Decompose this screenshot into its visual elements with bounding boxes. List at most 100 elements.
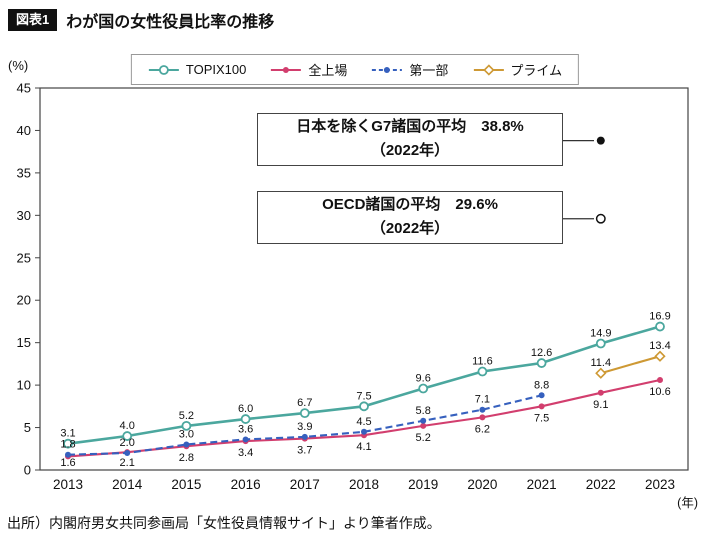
data-point-marker (595, 338, 606, 349)
y-tick-label: 5 (24, 420, 31, 435)
legend-box: TOPIX100 全上場 第一部 プライム (130, 54, 580, 85)
source-note: 出所）内閣府男女共同参画局「女性役員情報サイト」より筆者作成。 (7, 515, 441, 531)
data-label: 3.4 (238, 447, 253, 459)
legend-item-1: TOPIX100 (148, 62, 246, 77)
data-point-marker (65, 451, 71, 458)
data-point-marker (240, 414, 251, 424)
data-point-marker (420, 417, 427, 424)
annotation-oecd-line2: （2022年） (370, 220, 450, 237)
data-label: 13.4 (649, 340, 670, 352)
data-point-marker (595, 367, 607, 379)
data-point-marker (477, 366, 488, 377)
y-tick-label: 40 (17, 123, 31, 138)
data-point-marker (482, 63, 495, 76)
data-label: 5.2 (416, 432, 431, 444)
data-point-marker (359, 401, 369, 412)
data-label: 12.6 (531, 347, 552, 359)
y-axis-unit-label: (%) (8, 58, 29, 73)
data-label: 9.1 (593, 399, 608, 411)
legend-label: プライム (510, 63, 563, 78)
x-tick-label: 2017 (290, 477, 320, 492)
annotation-g7-average: 日本を除くG7諸国の平均 38.8% （2022年） (257, 113, 563, 166)
y-tick-label: 20 (17, 293, 31, 308)
y-tick-label: 0 (24, 463, 31, 478)
annotation-g7-line1: 日本を除くG7諸国の平均 38.8% (296, 118, 524, 135)
data-point-marker (361, 428, 367, 435)
data-point-marker (538, 392, 545, 399)
data-label: 5.8 (416, 405, 431, 417)
data-point-marker (63, 438, 73, 449)
data-point-marker (301, 433, 308, 440)
data-point-marker (479, 406, 486, 413)
data-point-marker (158, 64, 169, 75)
data-label: 3.9 (297, 421, 312, 433)
data-point-marker (536, 358, 547, 368)
data-label: 11.4 (591, 357, 612, 369)
y-tick-label: 25 (17, 250, 31, 265)
legend-label: 第一部 (409, 63, 449, 78)
data-point-marker (242, 436, 249, 443)
x-tick-label: 2013 (53, 477, 83, 492)
data-label: 4.0 (120, 420, 135, 432)
x-tick-label: 2018 (349, 477, 379, 492)
data-point-marker (283, 66, 290, 73)
data-label: 16.9 (649, 311, 670, 323)
y-tick-label: 35 (17, 165, 31, 180)
legend-marker-icon (473, 63, 504, 76)
data-label: 6.7 (297, 397, 312, 409)
data-point-marker (655, 321, 665, 332)
x-tick-label: 2014 (112, 477, 143, 492)
data-label: 4.1 (356, 441, 371, 453)
x-tick-label: 2016 (231, 477, 261, 492)
legend-marker-icon (271, 66, 302, 73)
x-tick-label: 2015 (171, 477, 201, 492)
legend-label: TOPIX100 (185, 62, 247, 77)
data-label: 6.0 (238, 403, 253, 415)
x-tick-label: 2021 (527, 477, 557, 492)
data-label: 4.5 (356, 416, 371, 428)
data-label: 7.1 (475, 394, 490, 406)
data-label: 7.5 (356, 390, 371, 402)
x-tick-label: 2020 (467, 477, 497, 492)
y-tick-label: 30 (17, 208, 31, 223)
legend-item-2: 全上場 (270, 60, 347, 79)
data-label: 11.6 (472, 356, 493, 368)
plot-frame (39, 87, 689, 471)
data-label: 2.1 (120, 457, 135, 469)
series-line (600, 355, 661, 375)
data-point-marker (654, 350, 666, 362)
data-label: 14.9 (590, 328, 611, 340)
legend-item-3: 第一部 (371, 60, 448, 79)
data-point-marker (122, 431, 133, 441)
legend-marker-icon (148, 64, 179, 75)
y-tick-label: 10 (17, 378, 31, 393)
data-label: 6.2 (475, 423, 490, 435)
data-label: 10.6 (649, 386, 670, 398)
data-point-marker (597, 389, 604, 396)
data-label: 5.2 (179, 410, 194, 422)
data-label: 3.6 (238, 423, 253, 435)
data-point-marker (657, 377, 663, 384)
data-label: 2.0 (120, 437, 135, 449)
y-tick-label: 45 (17, 81, 31, 96)
reference-marker (596, 136, 605, 145)
data-label: 1.6 (60, 457, 75, 469)
legend-item-4: プライム (472, 60, 562, 79)
y-tick-label: 15 (17, 335, 31, 350)
annotation-oecd-line1: OECD諸国の平均 29.6% (322, 196, 498, 213)
x-axis-unit-label: (年) (677, 496, 698, 510)
data-point-marker (181, 420, 192, 431)
annotation-oecd-average: OECD諸国の平均 29.6% （2022年） (257, 191, 563, 244)
data-point-marker (299, 408, 310, 419)
reference-marker (595, 213, 606, 224)
data-label: 9.6 (416, 373, 431, 385)
x-tick-label: 2022 (586, 477, 616, 492)
data-point-marker (538, 403, 545, 410)
data-point-marker (384, 66, 391, 73)
x-tick-label: 2019 (408, 477, 438, 492)
data-label: 3.7 (297, 445, 312, 457)
data-point-marker (479, 414, 486, 421)
data-label: 3.1 (60, 428, 75, 440)
legend-marker-icon (372, 66, 403, 73)
